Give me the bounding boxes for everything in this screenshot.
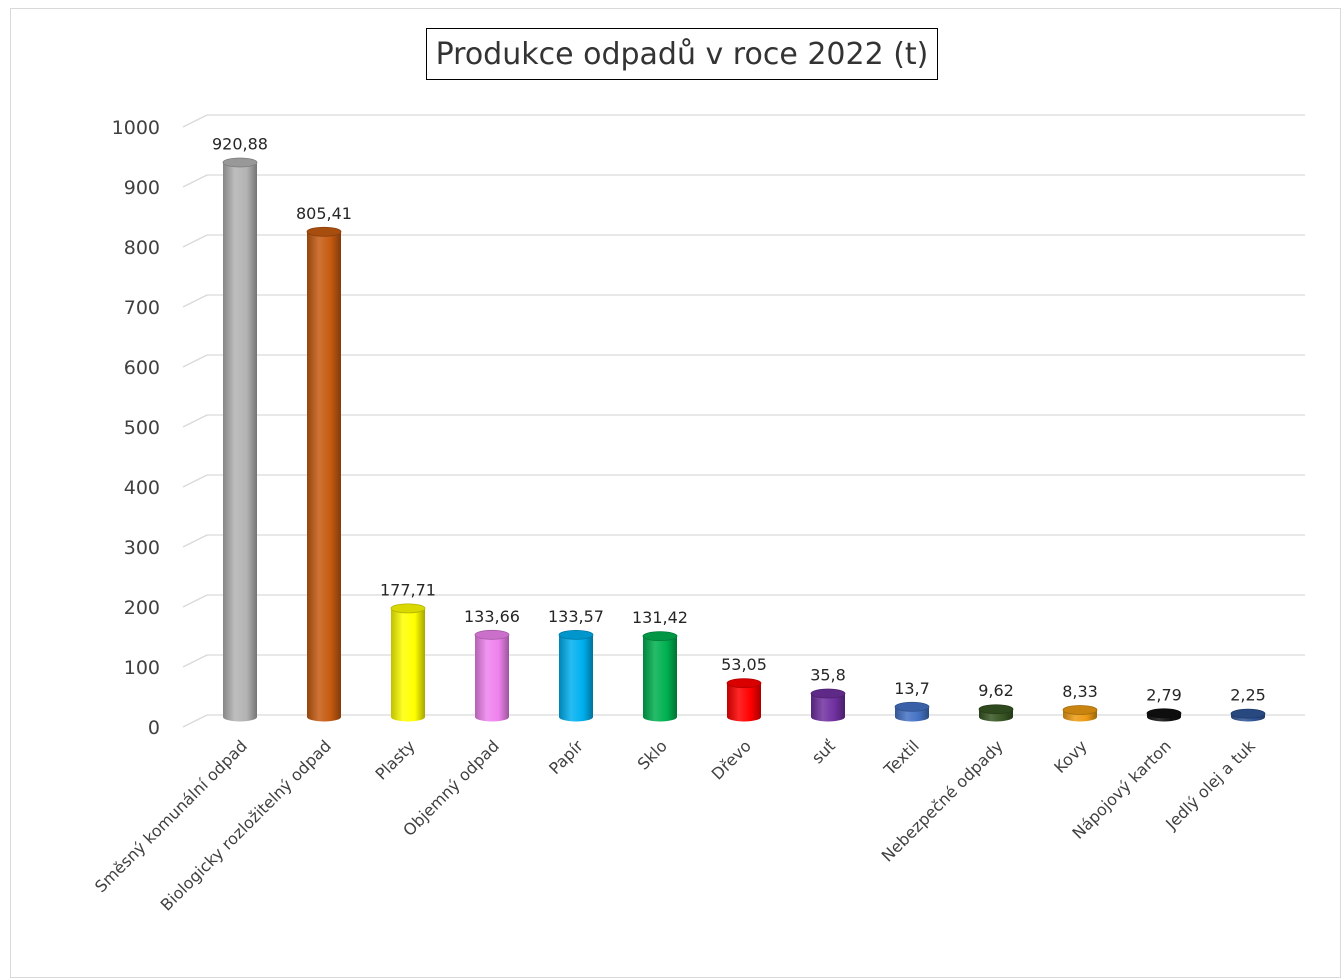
bar-1: 920,88 bbox=[212, 134, 268, 722]
bar-cap bbox=[810, 688, 846, 699]
gridline-slant bbox=[182, 654, 208, 668]
gridline-slant bbox=[182, 234, 208, 248]
x-category-label: Papír bbox=[545, 736, 587, 778]
bar-cap bbox=[306, 226, 342, 237]
bar-cap bbox=[726, 678, 762, 689]
data-label: 2,79 bbox=[1146, 685, 1182, 704]
x-category-label: suť bbox=[808, 736, 839, 767]
gridline-slant bbox=[182, 534, 208, 548]
data-label: 920,88 bbox=[212, 134, 268, 153]
data-label: 133,57 bbox=[548, 607, 604, 626]
data-label: 133,66 bbox=[464, 607, 520, 626]
gridlines: 0 100 200 300 400 500 600 700 800 900 1000 bbox=[112, 114, 1305, 739]
data-label: 9,62 bbox=[978, 681, 1014, 700]
x-category-label: Plasty bbox=[371, 736, 418, 783]
y-tick-label: 500 bbox=[124, 417, 160, 439]
y-tick-label: 0 bbox=[148, 717, 160, 739]
gridline-slant bbox=[182, 174, 208, 188]
bar-10: 9,62 bbox=[978, 681, 1014, 722]
bar-5: 133,57 bbox=[548, 607, 604, 722]
x-category-label: Biologicky rozložitelný odpad bbox=[157, 736, 335, 914]
data-label: 35,8 bbox=[810, 666, 846, 685]
gridline-slant bbox=[182, 594, 208, 608]
gridline-slant bbox=[182, 294, 208, 308]
bar-cap bbox=[222, 157, 258, 168]
data-label: 53,05 bbox=[721, 655, 767, 674]
bar-body bbox=[811, 693, 845, 722]
bar-8: 35,8 bbox=[810, 666, 846, 722]
bar-12: 2,79 bbox=[1146, 685, 1182, 722]
bar-4: 133,66 bbox=[464, 607, 520, 722]
y-tick-label: 1000 bbox=[112, 117, 160, 139]
bar-body bbox=[727, 683, 761, 722]
y-tick-label: 100 bbox=[124, 657, 160, 679]
bar-body bbox=[223, 162, 257, 722]
bar-cap bbox=[474, 629, 510, 640]
gridline-slant bbox=[182, 354, 208, 368]
y-tick-label: 400 bbox=[124, 477, 160, 499]
bar-cap bbox=[558, 629, 594, 640]
data-label: 177,71 bbox=[380, 580, 436, 599]
bar-7: 53,05 bbox=[721, 655, 767, 722]
y-tick-label: 600 bbox=[124, 357, 160, 379]
data-label: 8,33 bbox=[1062, 682, 1098, 701]
bar-cap bbox=[1230, 708, 1266, 719]
data-label: 131,42 bbox=[632, 608, 688, 627]
bar-2: 805,41 bbox=[296, 204, 352, 722]
chart-title: Produkce odpadů v roce 2022 (t) bbox=[435, 36, 929, 72]
y-tick-label: 900 bbox=[124, 177, 160, 199]
bar-11: 8,33 bbox=[1062, 682, 1098, 722]
gridline-slant bbox=[182, 714, 208, 728]
bar-body bbox=[559, 634, 593, 722]
x-category-label: Sklo bbox=[634, 736, 671, 773]
y-tick-label: 700 bbox=[124, 297, 160, 319]
x-category-label: Směsný komunální odpad bbox=[91, 736, 251, 896]
data-label: 13,7 bbox=[894, 679, 930, 698]
bar-cap bbox=[978, 704, 1014, 715]
x-category-label: Dřevo bbox=[708, 736, 755, 783]
bar-13: 2,25 bbox=[1230, 686, 1266, 722]
bar-cap bbox=[642, 631, 678, 642]
bar-9: 13,7 bbox=[894, 679, 930, 722]
bar-cap bbox=[894, 701, 930, 712]
bar-6: 131,42 bbox=[632, 608, 688, 722]
data-label: 805,41 bbox=[296, 204, 352, 223]
gridline-slant bbox=[182, 114, 208, 128]
x-category-label: Textil bbox=[880, 736, 923, 779]
bar-body bbox=[307, 231, 341, 722]
bar-cap bbox=[390, 603, 426, 614]
y-tick-label: 800 bbox=[124, 237, 160, 259]
bar-cap bbox=[1146, 708, 1182, 719]
gridline-slant bbox=[182, 474, 208, 488]
y-tick-label: 300 bbox=[124, 537, 160, 559]
gridline-slant bbox=[182, 414, 208, 428]
y-tick-label: 200 bbox=[124, 597, 160, 619]
bar-body bbox=[475, 634, 509, 722]
data-label: 2,25 bbox=[1230, 686, 1266, 705]
bar-3: 177,71 bbox=[380, 580, 436, 722]
bar-body bbox=[391, 608, 425, 722]
x-category-label: Jedlý olej a tuk bbox=[1161, 736, 1259, 834]
bar-body bbox=[643, 636, 677, 722]
x-category-label: Kovy bbox=[1050, 736, 1091, 777]
chart-title-box: Produkce odpadů v roce 2022 (t) bbox=[426, 28, 938, 80]
bar-cap bbox=[1062, 705, 1098, 715]
